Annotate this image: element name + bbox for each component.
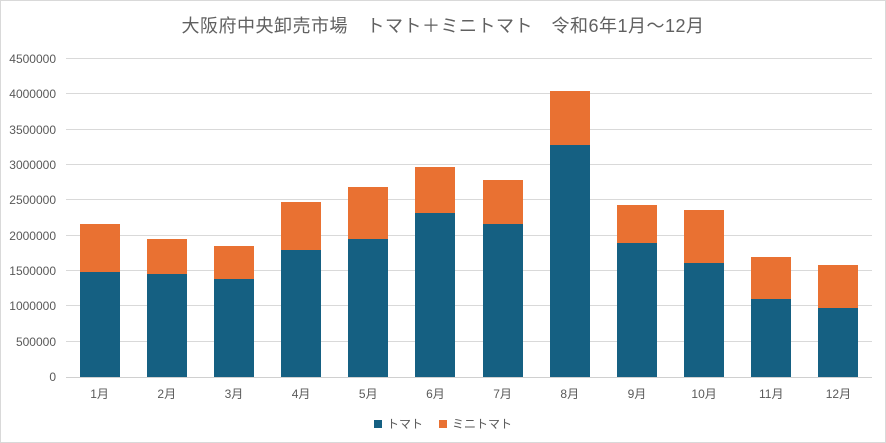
bar-segment-6月-ミニトマト	[415, 167, 456, 214]
bar-segment-8月-トマト	[549, 145, 590, 377]
plot-area	[66, 58, 872, 378]
legend-swatch-icon	[439, 419, 447, 428]
y-tick-label: 4500000	[9, 52, 56, 66]
x-tick-label: 3月	[224, 387, 244, 401]
x-tick-label: 2月	[157, 387, 177, 401]
bar-segment-2月-トマト	[146, 273, 187, 377]
x-tick-label: 7月	[493, 387, 512, 401]
bar-segment-9月-トマト	[616, 243, 657, 377]
bar-segment-4月-ミニトマト	[281, 202, 322, 250]
x-axis: 1月 2月 3月 4月 5月 6月 7月 8月 9月 10月 11月 12月	[66, 385, 872, 401]
x-tick-label: 1月	[90, 387, 109, 401]
bar-segment-8月-ミニトマト	[549, 90, 590, 146]
bar-segment-12月-ミニトマト	[818, 265, 859, 309]
gridline	[66, 93, 872, 95]
bar-segment-5月-トマト	[348, 238, 389, 377]
bar-segment-1月-トマト	[79, 271, 120, 377]
bar-segment-5月-ミニトマト	[348, 186, 389, 239]
bar-segment-11月-ミニトマト	[751, 256, 792, 300]
x-tick-label: 5月	[358, 387, 378, 401]
gridline	[66, 164, 872, 165]
y-tick-label: 1000000	[9, 299, 56, 314]
bar-segment-2月-ミニトマト	[146, 238, 187, 274]
bar-segment-7月-ミニトマト	[482, 179, 523, 224]
gridline	[66, 199, 872, 201]
gridline	[66, 340, 872, 342]
y-tick-label: 500000	[15, 334, 56, 349]
legend-item-ミニトマト: ミニトマト	[439, 415, 512, 432]
bar-segment-10月-ミニトマト	[684, 210, 725, 263]
gridline	[66, 270, 872, 271]
legend-swatch-icon	[373, 419, 382, 428]
x-tick-label: 8月	[560, 387, 580, 401]
y-tick-label: 2500000	[9, 193, 56, 208]
gridline	[66, 58, 872, 59]
x-tick-label: 11月	[759, 387, 784, 401]
bar-segment-11月-トマト	[751, 299, 792, 377]
x-tick-label: 10月	[691, 387, 717, 401]
gridline	[66, 305, 872, 307]
x-tick-label: 6月	[426, 387, 445, 401]
gridline	[66, 128, 872, 130]
bar-segment-3月-トマト	[213, 279, 254, 377]
y-tick-label: 1500000	[9, 264, 56, 278]
bar-segment-12月-トマト	[818, 308, 859, 377]
chart-title: 大阪府中央卸売市場 トマト＋ミニトマト 令和6年1月～12月	[181, 16, 705, 36]
bar-segment-3月-ミニトマト	[213, 245, 254, 280]
y-tick-label: 0	[49, 370, 56, 384]
x-axis-line	[66, 377, 872, 378]
y-tick-label: 4000000	[9, 87, 56, 102]
x-tick-label: 12月	[825, 387, 852, 401]
bar-segment-4月-トマト	[281, 249, 322, 377]
legend: トマト ミニトマト	[1, 415, 885, 432]
gridline	[66, 234, 872, 236]
legend-label: ミニトマト	[452, 417, 513, 431]
legend-item-トマト: トマト	[373, 415, 423, 432]
bar-segment-6月-トマト	[415, 213, 456, 377]
y-tick-label: 3000000	[9, 158, 56, 172]
x-tick-label: 9月	[627, 387, 647, 401]
bar-segment-9月-ミニトマト	[616, 205, 657, 244]
y-axis: 0 500000 1000000 1500000 2000000 2500000 30000…	[1, 53, 56, 383]
bar-segment-1月-ミニトマト	[79, 224, 120, 272]
y-tick-label: 2000000	[9, 228, 56, 243]
bar-segment-7月-トマト	[482, 223, 523, 377]
x-tick-label: 4月	[291, 387, 311, 401]
legend-label: トマト	[386, 417, 423, 431]
bar-segment-10月-トマト	[684, 262, 725, 377]
y-tick-label: 3500000	[9, 122, 56, 137]
